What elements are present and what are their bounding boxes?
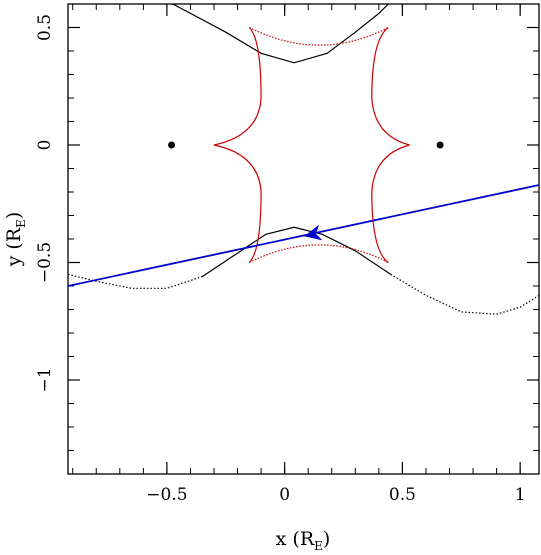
x-tick-labels: −0.5 0 0.5 1 <box>146 485 525 505</box>
x-axis-label: x (RE) <box>276 528 331 553</box>
source-trajectory <box>68 184 539 287</box>
y-tick-labels: 0.5 0 −0.5 −1 <box>35 14 55 393</box>
y-tick-label: −0.5 <box>35 242 55 283</box>
x-tick-label: −0.5 <box>146 485 187 505</box>
y-axis-label: y (RE) <box>3 212 28 268</box>
y-tick-label: 0.5 <box>35 14 55 41</box>
y-tick-label: −1 <box>35 367 55 392</box>
major-ticks <box>68 4 539 474</box>
x-tick-label: 1 <box>515 485 526 505</box>
critical-curve-lower <box>201 226 391 278</box>
critical-curve-upper <box>171 4 390 64</box>
plot-frame <box>67 3 540 475</box>
critical-curve-lower-dotted-left <box>68 273 203 289</box>
x-tick-label: 0.5 <box>389 485 416 505</box>
critical-curve-lower-dotted-right <box>390 273 539 315</box>
caustic-solid <box>213 27 410 263</box>
y-tick-label: 0 <box>35 140 55 151</box>
x-tick-label: 0 <box>279 485 290 505</box>
minor-ticks <box>68 3 539 474</box>
lens-point-1 <box>168 141 176 149</box>
source-trajectory-arrow <box>304 224 323 241</box>
caustic-dotted <box>249 26 389 264</box>
lens-point-2 <box>436 141 444 149</box>
